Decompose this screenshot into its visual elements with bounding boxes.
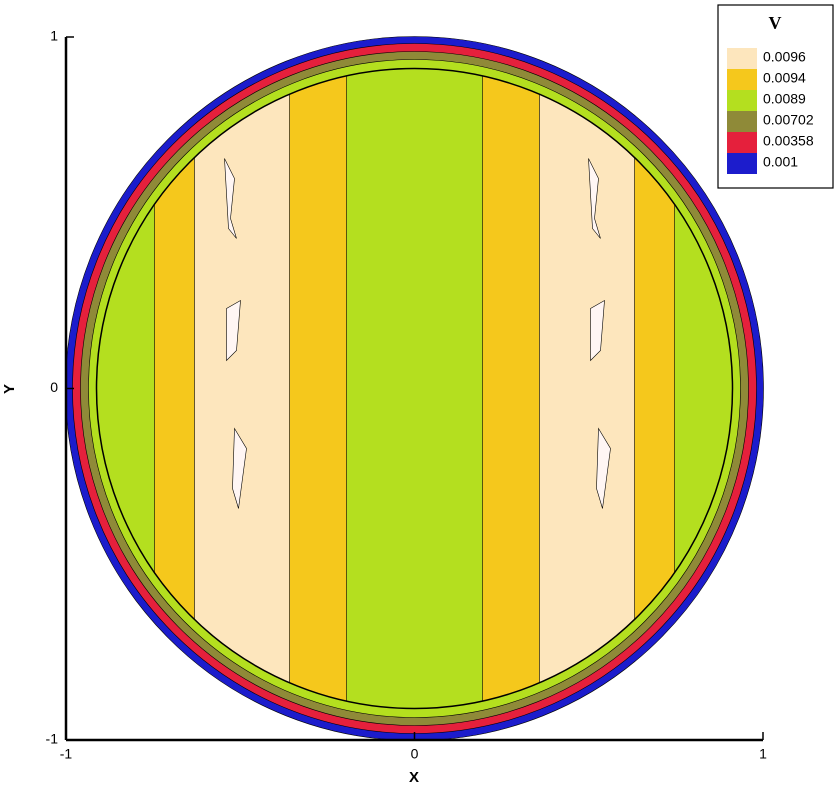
contour-field <box>65 36 764 741</box>
legend: V 0.0096 0.0094 0.0089 0.00702 0.00358 0.001 <box>717 4 834 189</box>
legend-label: 0.00358 <box>763 133 814 149</box>
legend-swatch <box>727 111 757 132</box>
axes: -1 0 1 -1 0 1 <box>46 28 768 762</box>
contour-region <box>588 158 611 509</box>
legend-label: 0.001 <box>763 154 798 170</box>
legend-swatch <box>727 90 757 111</box>
y-tick-label: 0 <box>50 379 58 395</box>
legend-swatch <box>727 69 757 90</box>
contour-core <box>96 68 733 709</box>
legend-label: 0.00702 <box>763 112 814 128</box>
contour-line <box>95 67 734 710</box>
y-tick-label: 1 <box>50 28 58 44</box>
x-tick-label: 1 <box>759 746 767 762</box>
legend-swatch <box>727 48 757 69</box>
x-tick-label: -1 <box>60 746 73 762</box>
legend-swatch <box>727 153 757 174</box>
x-axis-title: X <box>409 769 419 786</box>
legend-title: V <box>769 13 782 33</box>
legend-swatch <box>727 132 757 153</box>
legend-label: 0.0094 <box>763 70 806 86</box>
contour-region <box>224 158 247 509</box>
y-tick-label: -1 <box>46 731 59 747</box>
legend-label: 0.0096 <box>763 49 806 65</box>
x-tick-label: 0 <box>411 746 419 762</box>
contour-region <box>194 68 290 709</box>
legend-label: 0.0089 <box>763 91 806 107</box>
y-axis-title: Y <box>1 384 18 394</box>
contour-region <box>539 68 635 709</box>
